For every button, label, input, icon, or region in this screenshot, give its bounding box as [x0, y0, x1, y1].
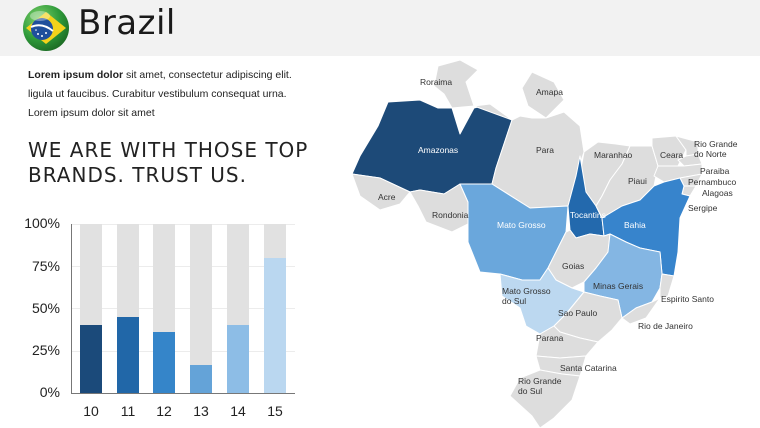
bar-11-value — [117, 317, 139, 393]
gridline — [71, 224, 295, 225]
header-bar: Brazil — [0, 0, 760, 56]
state-rio-grande-do-sul[interactable] — [509, 369, 581, 428]
bar-13 — [190, 224, 212, 393]
label-bahia: Bahia — [624, 220, 646, 230]
label-espirito-santo: Espirito Santo — [661, 294, 714, 304]
gridline — [71, 351, 295, 352]
x-tick-11: 11 — [120, 403, 136, 419]
bar-10 — [80, 224, 102, 393]
x-tick-14: 14 — [230, 403, 246, 419]
y-tick-50: 50% — [31, 300, 60, 316]
label-amapa: Amapa — [536, 87, 563, 97]
label-para: Para — [536, 145, 554, 155]
intro-line2: ligula ut faucibus. Curabitur vestibulum… — [28, 88, 287, 100]
x-tick-12: 12 — [156, 403, 172, 419]
label-sao-paulo: Sao Paulo — [558, 308, 597, 318]
label-ceara: Ceara — [660, 150, 683, 160]
brazil-map: Roraima Amapa Amazonas Para Maranhao Cea… — [340, 56, 760, 428]
bar-12-value — [153, 332, 175, 393]
intro-paragraph: Lorem ipsum dolor sit amet, consectetur … — [28, 66, 308, 123]
headline-line2: BRANDS. TRUST US. — [28, 163, 247, 187]
label-maranhao: Maranhao — [594, 150, 633, 160]
label-minas-gerais: Minas Gerais — [593, 281, 643, 291]
gridline — [71, 308, 295, 309]
state-paraiba[interactable] — [677, 153, 703, 167]
y-tick-25: 25% — [31, 342, 60, 358]
label-acre: Acre — [378, 192, 396, 202]
y-tick-0: 0% — [39, 384, 60, 400]
bar-13-value — [190, 365, 212, 393]
bar-14 — [227, 224, 249, 393]
x-tick-13: 13 — [193, 403, 209, 419]
label-rio-de-janeiro: Rio de Janeiro — [638, 321, 693, 331]
state-acre[interactable] — [351, 173, 411, 211]
label-mato-grosso-do-sul-2: do Sul — [502, 296, 526, 306]
x-axis — [71, 393, 295, 394]
x-tick-15: 15 — [267, 403, 283, 419]
headline-line1: WE ARE WITH THOSE TOP — [28, 138, 309, 162]
bar-10-value — [80, 325, 102, 393]
label-rondonia: Rondonia — [432, 210, 469, 220]
page-title: Brazil — [78, 3, 176, 43]
label-rio-grande-do-sul-1: Rio Grande — [518, 376, 562, 386]
label-sergipe: Sergipe — [688, 203, 718, 213]
brazil-map-svg: Roraima Amapa Amazonas Para Maranhao Cea… — [351, 59, 738, 428]
bar-15 — [264, 224, 286, 393]
label-tocantins: Tocantins — [570, 210, 606, 220]
label-mato-grosso-do-sul-1: Mato Grosso — [502, 286, 551, 296]
intro-line1: sit amet, consectetur adipiscing elit. — [123, 69, 292, 81]
label-rio-grande-do-sul-2: do Sul — [518, 386, 542, 396]
label-alagoas: Alagoas — [702, 188, 733, 198]
label-mato-grosso: Mato Grosso — [497, 220, 546, 230]
label-amazonas: Amazonas — [418, 145, 458, 155]
x-tick-10: 10 — [83, 403, 99, 419]
label-rio-grande-do-norte-1: Rio Grande — [694, 139, 738, 149]
label-roraima: Roraima — [420, 77, 452, 87]
label-parana: Parana — [536, 333, 564, 343]
state-rio-de-janeiro[interactable] — [621, 297, 661, 325]
label-goias: Goias — [562, 261, 584, 271]
intro-bold-lead: Lorem ipsum dolor — [28, 69, 124, 81]
y-tick-100: 100% — [24, 215, 60, 231]
label-pernambuco: Pernambuco — [688, 177, 736, 187]
y-axis — [71, 224, 72, 394]
gridline — [71, 266, 295, 267]
label-paraiba: Paraiba — [700, 166, 730, 176]
label-santa-catarina: Santa Catarina — [560, 363, 617, 373]
intro-line3: Lorem ipsum dolor sit amet — [28, 107, 155, 119]
bar-11 — [117, 224, 139, 393]
label-piaui: Piaui — [628, 176, 647, 186]
bar-15-value — [264, 258, 286, 393]
bar-12 — [153, 224, 175, 393]
bar-14-value — [227, 325, 249, 393]
y-tick-75: 75% — [31, 258, 60, 274]
headline: WE ARE WITH THOSE TOP BRANDS. TRUST US. — [28, 138, 308, 188]
bar-chart: 100% 75% 50% 25% 0% 10 11 12 13 — [0, 210, 300, 428]
state-espirito-santo[interactable] — [659, 273, 675, 299]
state-para[interactable] — [473, 103, 585, 209]
brazil-flag-icon — [23, 5, 69, 51]
label-rio-grande-do-norte-2: do Norte — [694, 149, 727, 159]
